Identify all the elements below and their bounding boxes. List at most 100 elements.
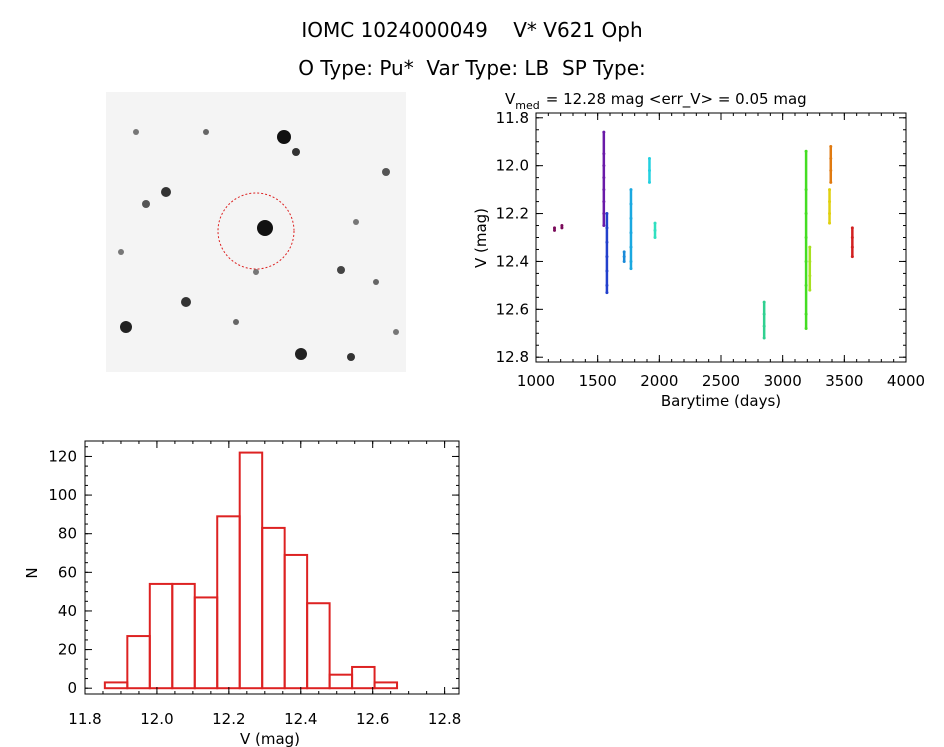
lightcurve-point [850, 255, 854, 259]
lightcurve-point [605, 269, 609, 273]
lightcurve-point [829, 168, 833, 172]
lightcurve-point [828, 212, 832, 216]
lightcurve-point [605, 255, 609, 259]
lightcurve-x-ticks: 1000 1500 2000 2500 3000 3500 4000 [517, 113, 925, 390]
histogram-x-tick-label: 12.4 [284, 710, 317, 728]
lightcurve-point [553, 226, 556, 230]
lightcurve-point [829, 145, 833, 149]
histogram-bars [103, 451, 399, 690]
histogram-bar [373, 681, 399, 690]
star-field-svg [106, 92, 406, 372]
lightcurve-x-tick-label: 1500 [579, 372, 617, 390]
lightcurve-point [804, 149, 808, 153]
lightcurve-point [653, 221, 657, 225]
lightcurve-point [828, 188, 832, 192]
histogram-x-tick-label: 12.2 [212, 710, 245, 728]
lightcurve-point [602, 188, 606, 192]
histogram-y-tick-label: 120 [48, 447, 77, 465]
lightcurve-point [629, 216, 633, 220]
lightcurve-point [828, 200, 832, 204]
lightcurve-point [829, 156, 833, 160]
lightcurve-point [629, 231, 633, 235]
histogram-y-tick-label: 0 [67, 679, 77, 697]
lightcurve-point [804, 326, 808, 330]
lightcurve-x-tick-label: 3000 [764, 372, 802, 390]
lightcurve-point [804, 312, 808, 316]
lightcurve-point [804, 188, 808, 192]
lightcurve-y-tick-label: 12.4 [496, 252, 529, 270]
lightcurve-point [808, 288, 812, 292]
lightcurve-point [653, 228, 657, 232]
lightcurve-point [602, 200, 606, 204]
histogram-bar [103, 681, 129, 690]
lightcurve-point [804, 283, 808, 287]
histogram-bar [171, 582, 196, 690]
lightcurve-point [829, 180, 833, 184]
lightcurve-point [647, 156, 651, 160]
histogram-y-tick-label: 40 [58, 602, 77, 620]
lightcurve-x-tick-label: 4000 [887, 372, 925, 390]
histogram-y-label: N [23, 567, 41, 578]
lightcurve-point [850, 245, 854, 249]
histogram-bar [148, 582, 174, 690]
histogram-bar [351, 665, 376, 690]
lightcurve-point [629, 259, 633, 263]
histogram-bar [328, 673, 354, 690]
lightcurve-point [804, 259, 808, 263]
lightcurve-point [602, 224, 606, 228]
lightcurve-y-ticks: 11.8 12.0 12.2 12.4 12.6 12.8 [496, 109, 906, 366]
lightcurve-y-tick-label: 12.0 [496, 157, 529, 175]
lightcurve-point [602, 212, 606, 216]
lightcurve-point [808, 274, 812, 278]
lightcurve-point [850, 236, 854, 239]
lightcurve-point [605, 226, 609, 230]
histogram-y-tick-label: 100 [48, 486, 77, 504]
lightcurve-point [629, 188, 633, 192]
lightcurve-point [605, 212, 609, 216]
histogram-y-tick-label: 20 [58, 641, 77, 659]
lightcurve-point [605, 240, 609, 244]
lightcurve-x-tick-label: 1000 [517, 372, 555, 390]
lightcurve-point [653, 236, 657, 239]
lightcurve-point [602, 152, 606, 156]
lightcurve-y-tick-label: 11.8 [496, 109, 529, 127]
lightcurve-point [605, 291, 609, 295]
target-aperture-circle [217, 192, 295, 270]
lightcurve-x-tick-label: 2500 [702, 372, 740, 390]
lightcurve-point [622, 255, 626, 259]
lightcurve-x-tick-label: 3500 [825, 372, 863, 390]
lightcurve-point [629, 202, 633, 206]
histogram-bar [306, 602, 331, 690]
histogram-y-tick-label: 60 [58, 563, 77, 581]
lightcurve-point [602, 130, 606, 134]
lightcurve-point [553, 228, 556, 232]
lightcurve-point [622, 250, 626, 254]
vmed-subscript: med [515, 99, 539, 112]
lightcurve-point [602, 176, 606, 180]
lightcurve-point [560, 226, 564, 230]
lightcurve-point [762, 336, 766, 340]
histogram-y-ticks: 0 20 40 60 80 100 120 [48, 446, 459, 697]
lightcurve-x-tick-label: 2000 [640, 372, 678, 390]
histogram-bar [283, 553, 309, 690]
vmed-rest: = 12.28 mag <err_V> = 0.05 mag [546, 90, 807, 109]
histogram-x-tick-label: 12.0 [140, 710, 173, 728]
lightcurve-y-label: V (mag) [472, 208, 490, 268]
lightcurve-point [762, 312, 766, 316]
histogram-y-tick-label: 80 [58, 525, 77, 543]
lightcurve-y-tick-label: 12.2 [496, 205, 529, 223]
lightcurve-x-label: Barytime (days) [661, 392, 781, 410]
histogram-x-ticks: 11.8 12.0 12.2 12.4 12.6 12.8 [68, 441, 461, 728]
lightcurve-points [553, 130, 854, 340]
histogram-x-tick-label: 12.8 [428, 710, 461, 728]
lightcurve-point [602, 164, 606, 168]
lightcurve-point [762, 300, 766, 304]
lightcurve-point [622, 259, 626, 263]
vmed-v: V [505, 90, 516, 108]
lightcurve-point [804, 236, 808, 239]
lightcurve-point [629, 245, 633, 249]
lightcurve-point [762, 324, 766, 328]
lightcurve-point [808, 245, 812, 249]
